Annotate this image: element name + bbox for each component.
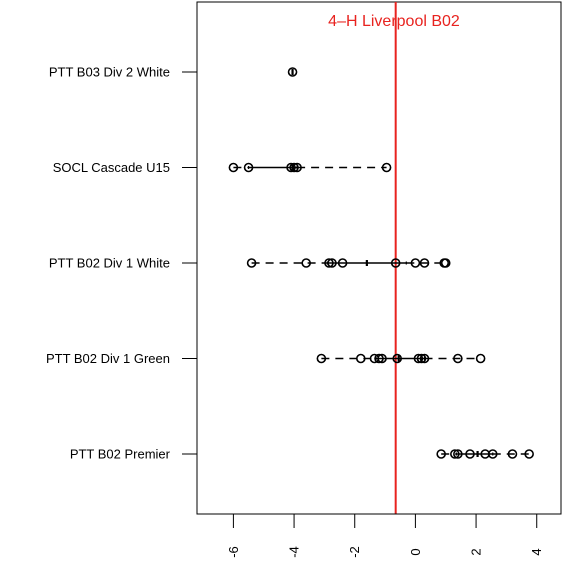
data-point xyxy=(301,258,312,268)
x-tick-label: -4 xyxy=(287,546,302,558)
x-tick-label: 0 xyxy=(408,548,423,555)
data-point xyxy=(413,353,424,364)
data-point xyxy=(392,353,403,364)
data-point xyxy=(475,353,486,364)
x-tick-label: -6 xyxy=(226,546,241,558)
data-point xyxy=(374,353,384,364)
data-point xyxy=(465,449,475,459)
data-point xyxy=(436,449,446,459)
data-point xyxy=(316,353,327,364)
data-point xyxy=(390,258,401,268)
data-point xyxy=(440,258,451,268)
x-tick-label: 4 xyxy=(529,548,544,555)
data-point xyxy=(289,162,299,173)
data-point xyxy=(286,162,296,173)
data-point xyxy=(453,449,463,459)
data-point xyxy=(292,162,302,173)
data-point xyxy=(246,258,257,268)
box-group xyxy=(233,69,530,457)
data-point xyxy=(410,258,421,268)
data-point xyxy=(416,353,427,364)
data-point xyxy=(355,353,366,364)
category-label: PTT B02 Div 1 Green xyxy=(46,351,170,366)
data-point xyxy=(453,353,463,364)
category-label: PTT B02 Premier xyxy=(70,447,171,462)
points-group xyxy=(228,67,534,459)
data-point xyxy=(524,449,534,459)
data-point xyxy=(327,258,337,268)
data-point xyxy=(507,449,518,459)
category-label: PTT B03 Div 2 White xyxy=(49,65,170,80)
data-point xyxy=(337,258,348,268)
data-point xyxy=(228,162,239,173)
category-label: PTT B02 Div 1 White xyxy=(49,256,170,271)
data-point xyxy=(243,162,254,173)
data-point xyxy=(450,449,460,459)
data-point xyxy=(287,67,298,77)
data-point xyxy=(419,258,430,268)
x-tick-label: 2 xyxy=(469,548,484,555)
x-tick-label: -2 xyxy=(347,546,362,558)
plot-frame xyxy=(196,1,562,515)
y-axis: PTT B03 Div 2 White SOCL Cascade U15 PTT B… xyxy=(46,65,197,462)
data-point xyxy=(487,449,498,459)
data-point xyxy=(381,162,392,173)
x-axis: -6 -4 -2 0 2 4 xyxy=(226,513,544,558)
data-point xyxy=(377,353,387,364)
chart-title: 4–H Liverpool B02 xyxy=(328,13,460,30)
data-point xyxy=(419,353,430,364)
category-label: SOCL Cascade U15 xyxy=(53,160,170,175)
data-point xyxy=(324,258,334,268)
